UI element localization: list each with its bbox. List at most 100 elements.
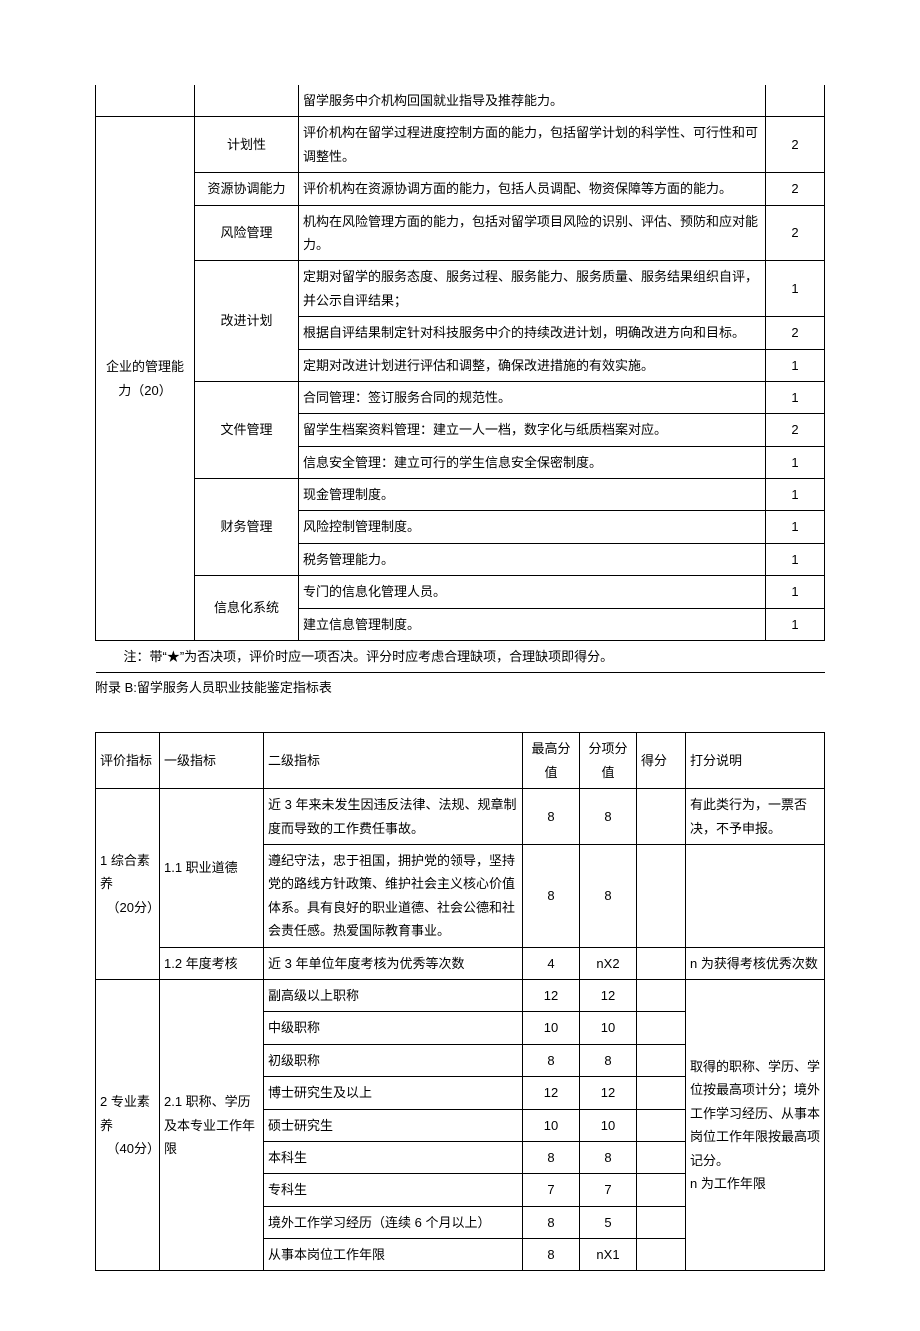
cell-desc: 定期对改进计划进行评估和调整，确保改进措施的有效实施。: [299, 349, 766, 381]
cell-sub: 8: [580, 1044, 637, 1076]
table-row: 资源协调能力 评价机构在资源协调方面的能力，包括人员调配、物资保障等方面的能力。…: [96, 173, 825, 205]
lvl1-cell: 1.1 职业道德: [160, 789, 264, 947]
cell-score: 1: [766, 511, 825, 543]
cell-desc: 近 3 年来未发生因违反法律、法规、规章制度而导致的工作费任事故。: [264, 789, 523, 845]
category-cell: 企业的管理能力（20）: [96, 117, 195, 641]
cell-max: 7: [523, 1174, 580, 1206]
cell-score: 1: [766, 608, 825, 640]
eval-cell: 1 综合素养 （20分）: [96, 789, 160, 980]
cell-desc: 博士研究生及以上: [264, 1077, 523, 1109]
lvl1-cell: 2.1 职称、学历及本专业工作年限: [160, 979, 264, 1271]
cell-sub: 7: [580, 1174, 637, 1206]
cell-score: 2: [766, 117, 825, 173]
cell-score: [637, 1044, 686, 1076]
table-row: 改进计划 定期对留学的服务态度、服务过程、服务能力、服务质量、服务结果组织自评，…: [96, 261, 825, 317]
cell-desc: 硕士研究生: [264, 1109, 523, 1141]
note-row: 注：带“★”为否决项，评价时应一项否决。评分时应考虑合理缺项，合理缺项即得分。: [96, 641, 825, 673]
cell-score: 1: [766, 349, 825, 381]
appendix-title: 附录 B:留学服务人员职业技能鉴定指标表: [95, 677, 825, 696]
cell-max: 12: [523, 979, 580, 1011]
cell-desc: 评价机构在留学过程进度控制方面的能力，包括留学计划的科学性、可行性和可调整性。: [299, 117, 766, 173]
note-cell: 注：带“★”为否决项，评价时应一项否决。评分时应考虑合理缺项，合理缺项即得分。: [96, 641, 825, 673]
cell-sub: nX1: [580, 1239, 637, 1271]
table-row: 1.2 年度考核 近 3 年单位年度考核为优秀等次数 4 nX2 n 为获得考核…: [96, 947, 825, 979]
table-row: 1 综合素养 （20分） 1.1 职业道德 近 3 年来未发生因违反法律、法规、…: [96, 789, 825, 845]
cell-max: 8: [523, 789, 580, 845]
cell-score: [637, 1239, 686, 1271]
table-row: 文件管理 合同管理：签订服务合同的规范性。 1: [96, 381, 825, 413]
cell-desc: 现金管理制度。: [299, 479, 766, 511]
cell-desc: 副高级以上职称: [264, 979, 523, 1011]
cell-desc: 定期对留学的服务态度、服务过程、服务能力、服务质量、服务结果组织自评，并公示自评…: [299, 261, 766, 317]
table-row: 信息化系统 专门的信息化管理人员。 1: [96, 576, 825, 608]
cell-desc: 中级职称: [264, 1012, 523, 1044]
header-cell: 评价指标: [96, 733, 160, 789]
header-cell: 二级指标: [264, 733, 523, 789]
cell-desc: 留学服务中介机构回国就业指导及推荐能力。: [299, 85, 766, 117]
cell-score: [637, 844, 686, 947]
cell-score: 2: [766, 414, 825, 446]
cell-score: [637, 1077, 686, 1109]
subcategory-cell: 资源协调能力: [195, 173, 299, 205]
cell-score: [637, 1174, 686, 1206]
eval-cell: 2 专业素养 （40分）: [96, 979, 160, 1271]
header-cell: 最高分值: [523, 733, 580, 789]
table-row: 企业的管理能力（20） 计划性 评价机构在留学过程进度控制方面的能力，包括留学计…: [96, 117, 825, 173]
cell-max: 8: [523, 1141, 580, 1173]
cell-desc: 初级职称: [264, 1044, 523, 1076]
lvl1-cell: 1.2 年度考核: [160, 947, 264, 979]
subcategory-cell: 信息化系统: [195, 576, 299, 641]
management-capability-table: 留学服务中介机构回国就业指导及推荐能力。 企业的管理能力（20） 计划性 评价机…: [95, 85, 825, 673]
cell-score: 1: [766, 576, 825, 608]
cell-note: n 为获得考核优秀次数: [686, 947, 825, 979]
cell-score: [637, 1206, 686, 1238]
cell-score: 1: [766, 381, 825, 413]
cell-max: 4: [523, 947, 580, 979]
cell-note: 取得的职称、学历、学位按最高项计分；境外工作学习经历、从事本岗位工作年限按最高项…: [686, 979, 825, 1271]
cell-score: 1: [766, 543, 825, 575]
table-row: 财务管理 现金管理制度。 1: [96, 479, 825, 511]
cell-score: 1: [766, 261, 825, 317]
cell-sub: nX2: [580, 947, 637, 979]
cell-sub: 10: [580, 1012, 637, 1044]
cell-sub: 12: [580, 979, 637, 1011]
cell-sub: 10: [580, 1109, 637, 1141]
cell-score: [637, 1012, 686, 1044]
cell-score: 1: [766, 446, 825, 478]
cell-sub: 8: [580, 844, 637, 947]
subcategory-cell: 文件管理: [195, 381, 299, 478]
cell-desc: 合同管理：签订服务合同的规范性。: [299, 381, 766, 413]
header-cell: 分项分值: [580, 733, 637, 789]
cell-score: 1: [766, 479, 825, 511]
cell-sub: 8: [580, 789, 637, 845]
cell-sub: 8: [580, 1141, 637, 1173]
cell-score: [637, 789, 686, 845]
cell-score: [637, 947, 686, 979]
cell-max: 10: [523, 1012, 580, 1044]
skill-assessment-table: 评价指标 一级指标 二级指标 最高分值 分项分值 得分 打分说明 1 综合素养 …: [95, 732, 825, 1271]
cell-max: 8: [523, 1239, 580, 1271]
cell-sub: 12: [580, 1077, 637, 1109]
cell-desc: 近 3 年单位年度考核为优秀等次数: [264, 947, 523, 979]
cell-desc: 本科生: [264, 1141, 523, 1173]
cell-desc: 从事本岗位工作年限: [264, 1239, 523, 1271]
table-row: 2 专业素养 （40分） 2.1 职称、学历及本专业工作年限 副高级以上职称 1…: [96, 979, 825, 1011]
cell-desc: 境外工作学习经历（连续 6 个月以上）: [264, 1206, 523, 1238]
cell-score: [637, 1141, 686, 1173]
header-row: 评价指标 一级指标 二级指标 最高分值 分项分值 得分 打分说明: [96, 733, 825, 789]
cell-max: 8: [523, 1206, 580, 1238]
cell-score: [637, 1109, 686, 1141]
cell-max: 8: [523, 1044, 580, 1076]
cell-score: [637, 979, 686, 1011]
cell-blank: [195, 85, 299, 117]
cell-max: 10: [523, 1109, 580, 1141]
subcategory-cell: 风险管理: [195, 205, 299, 261]
subcategory-cell: 计划性: [195, 117, 299, 173]
cell-desc: 专门的信息化管理人员。: [299, 576, 766, 608]
cell-note: [686, 844, 825, 947]
table-row: 风险管理 机构在风险管理方面的能力，包括对留学项目风险的识别、评估、预防和应对能…: [96, 205, 825, 261]
cell-desc: 风险控制管理制度。: [299, 511, 766, 543]
cell-note: 有此类行为，一票否决，不予申报。: [686, 789, 825, 845]
table-row: 留学服务中介机构回国就业指导及推荐能力。: [96, 85, 825, 117]
cell-score: 2: [766, 205, 825, 261]
